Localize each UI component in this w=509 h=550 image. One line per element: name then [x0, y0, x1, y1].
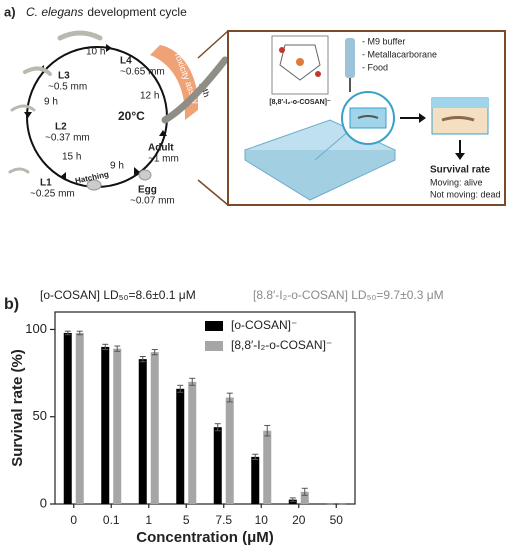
error-bar — [177, 384, 184, 393]
error-bar — [151, 349, 158, 356]
readout-title: Survival rate — [430, 165, 490, 176]
error-bar — [64, 330, 71, 336]
bar — [263, 430, 272, 504]
error-bar — [226, 392, 233, 403]
stage-size: ~0.25 mm — [30, 189, 75, 200]
zoom-lines — [197, 30, 229, 206]
worm — [441, 116, 475, 122]
x-axis-title: Concentration (μM) — [136, 529, 274, 546]
error-bar — [76, 330, 83, 336]
time-label: 9 h — [44, 97, 58, 108]
experiment-box — [227, 30, 506, 206]
bar — [150, 352, 159, 504]
diagram-title: C. elegans development cycle — [26, 5, 187, 19]
y-tick-label: 0 — [40, 495, 47, 510]
panel-label: a) — [4, 4, 16, 19]
x-tick-label: 5 — [183, 513, 190, 527]
x-tick-label: 20 — [292, 513, 306, 527]
stage-label: Adult — [148, 143, 174, 154]
zoom-line — [314, 129, 351, 161]
setup-item: - M9 buffer — [362, 36, 405, 46]
bar — [213, 427, 222, 504]
stage-size: ~1 mm — [148, 154, 179, 165]
title-italic: C. elegans — [26, 5, 83, 19]
bar — [138, 359, 147, 504]
error-bar — [114, 345, 121, 352]
pipette — [345, 38, 355, 92]
readout-line: Moving: alive — [430, 177, 483, 187]
readout-line: Not moving: dead — [430, 189, 501, 199]
error-bar — [252, 453, 259, 460]
stage-label: L2 — [55, 122, 67, 133]
setup-item: - Food — [362, 62, 388, 72]
temperature: 20°C — [118, 109, 145, 123]
x-tick-label: 7.5 — [215, 513, 232, 527]
legend-swatch — [205, 341, 223, 351]
result-well-top — [432, 98, 488, 108]
stage-label: L4 — [120, 56, 132, 67]
x-tick-label: 1 — [145, 513, 152, 527]
time-label: 12 h — [140, 91, 159, 102]
bar — [75, 332, 84, 504]
legend-label: [o-COSAN]⁻ — [231, 318, 297, 332]
stage-label: L3 — [58, 71, 70, 82]
bar — [300, 491, 309, 504]
annotation: [8.8′-I₂-o-COSAN] LD₅₀=9.7±0.3 μM — [253, 288, 444, 302]
time-label: 15 h — [62, 152, 81, 163]
stage-label: L1 — [40, 178, 52, 189]
arrow-head — [455, 153, 465, 160]
worms — [8, 30, 229, 191]
error-bar — [214, 423, 221, 432]
stage-size: ~0.07 mm — [130, 196, 175, 207]
bar — [113, 348, 122, 504]
setup-item: - Metallacarborane — [362, 49, 437, 59]
time-label: 9 h — [110, 161, 124, 172]
arrow-head — [419, 113, 426, 123]
error-bar — [189, 377, 196, 386]
worm — [357, 115, 379, 119]
well — [349, 107, 387, 129]
y-axis-title: Survival rate (%) — [9, 349, 26, 467]
bar — [176, 388, 185, 504]
error-bar — [139, 356, 146, 363]
cycle-arrows — [24, 44, 167, 180]
error-bar — [289, 497, 296, 502]
plot-frame — [54, 311, 356, 505]
x-tick-label: 10 — [255, 513, 269, 527]
well-plate-side — [244, 150, 396, 201]
x-tick-label: 50 — [330, 513, 344, 527]
error-bar — [102, 343, 109, 351]
bar — [188, 381, 197, 504]
compound-structure — [271, 35, 329, 95]
stage-size: ~0.5 mm — [48, 82, 87, 93]
bar — [101, 346, 110, 504]
y-tick-label: 100 — [25, 321, 47, 336]
bar — [63, 332, 72, 504]
legend-swatch — [205, 321, 223, 331]
time-label: 10 h — [86, 47, 105, 58]
stage-label: Egg — [138, 185, 157, 196]
x-tick-label: 0 — [70, 513, 77, 527]
legend-label: [8,8′-I₂-o-COSAN]⁻ — [231, 338, 332, 352]
panel-label: b) — [4, 296, 19, 313]
plot-area: 0 50 100 0 0.1 1 5 7.5 10 20 50 [o-COSAN]⁻ [8,8′-I₂-… — [25, 311, 356, 527]
x-tick-label: 0.1 — [103, 513, 120, 527]
error-bar — [264, 424, 271, 437]
compound-label: [8,8′-I₂-o-COSAN]⁻ — [269, 99, 331, 106]
bar — [251, 456, 260, 504]
annotation: [o-COSAN] LD₅₀=8.6±0.1 μM — [40, 288, 196, 302]
stage-size: ~0.37 mm — [45, 133, 90, 144]
error-bar — [301, 487, 308, 496]
bar — [225, 397, 234, 504]
y-tick-label: 50 — [33, 408, 47, 423]
stage-size: ~0.65 mm — [120, 67, 165, 78]
title-rest: development cycle — [87, 5, 187, 19]
